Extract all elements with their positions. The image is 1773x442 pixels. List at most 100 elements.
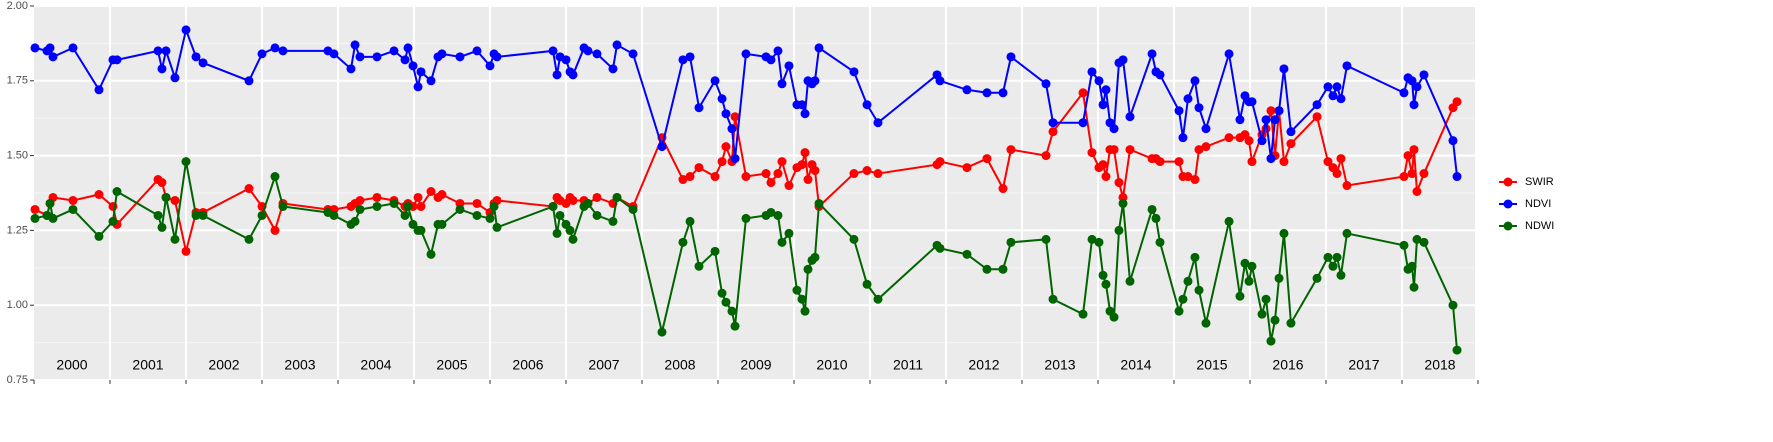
point [426, 249, 436, 259]
point [170, 234, 180, 244]
point [717, 157, 727, 167]
point [1409, 282, 1419, 292]
point [400, 55, 410, 65]
point [1183, 172, 1193, 182]
point [777, 237, 787, 247]
point [1270, 315, 1280, 325]
point [741, 49, 751, 59]
point [1399, 172, 1409, 182]
point [810, 166, 820, 176]
point [270, 225, 280, 235]
point [244, 184, 254, 194]
point [1087, 67, 1097, 77]
point [350, 216, 360, 226]
point [153, 210, 163, 220]
point [862, 279, 872, 289]
point [455, 52, 465, 62]
point [685, 52, 695, 62]
point [1201, 318, 1211, 328]
y-tick-label: 0.75 [7, 374, 28, 386]
point [548, 201, 558, 211]
point [592, 210, 602, 220]
point [1332, 82, 1342, 92]
point [1412, 187, 1422, 197]
point [355, 204, 365, 214]
point [416, 201, 426, 211]
point [426, 187, 436, 197]
point [413, 192, 423, 202]
point [355, 195, 365, 205]
point [583, 46, 593, 56]
point [1342, 181, 1352, 191]
year-label: 2014 [1120, 357, 1151, 373]
point [1448, 136, 1458, 146]
point [612, 40, 622, 50]
point [1041, 79, 1051, 89]
point [1240, 258, 1250, 268]
point [797, 160, 807, 170]
point [1101, 279, 1111, 289]
point [1274, 273, 1284, 283]
point [1328, 261, 1338, 271]
point [270, 43, 280, 53]
point [862, 166, 872, 176]
point [1399, 88, 1409, 98]
point [181, 246, 191, 256]
year-label: 2011 [893, 357, 923, 373]
point [1286, 318, 1296, 328]
point [1098, 270, 1108, 280]
point [198, 210, 208, 220]
point [721, 297, 731, 307]
point [1323, 157, 1333, 167]
point [710, 76, 720, 86]
point [1125, 112, 1135, 122]
point [1109, 124, 1119, 134]
point [1270, 115, 1280, 125]
point [803, 175, 813, 185]
point [472, 210, 482, 220]
point [1048, 294, 1058, 304]
point [1078, 88, 1088, 98]
point [1178, 294, 1188, 304]
point [1247, 157, 1257, 167]
point [1201, 142, 1211, 152]
point [181, 25, 191, 35]
point [48, 213, 58, 223]
point [592, 192, 602, 202]
point [472, 46, 482, 56]
point [730, 112, 740, 122]
point [492, 52, 502, 62]
year-label: 2004 [360, 357, 391, 373]
point [437, 49, 447, 59]
point [552, 228, 562, 238]
point [1336, 270, 1346, 280]
point [1109, 312, 1119, 322]
point [1247, 97, 1257, 107]
point [1125, 145, 1135, 155]
point [1087, 234, 1097, 244]
point [161, 46, 171, 56]
point [694, 163, 704, 173]
point [982, 88, 992, 98]
point [766, 207, 776, 217]
point [873, 294, 883, 304]
point [403, 43, 413, 53]
point [1098, 160, 1108, 170]
year-label: 2007 [588, 357, 619, 373]
point [555, 210, 565, 220]
point [998, 184, 1008, 194]
point [773, 210, 783, 220]
point [810, 76, 820, 86]
point [1078, 118, 1088, 128]
point [1323, 82, 1333, 92]
point [814, 43, 824, 53]
point [1174, 306, 1184, 316]
point [721, 109, 731, 119]
point [935, 157, 945, 167]
point [198, 58, 208, 68]
point [1452, 97, 1462, 107]
point [1194, 103, 1204, 113]
point [1419, 237, 1429, 247]
point [1155, 237, 1165, 247]
point [112, 187, 122, 197]
